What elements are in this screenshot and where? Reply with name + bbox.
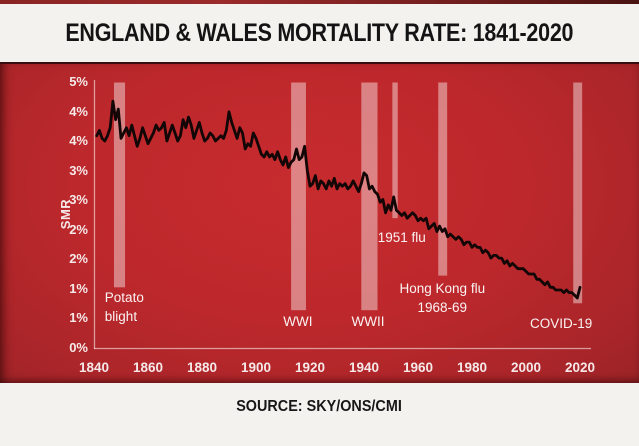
x-tick-label-1840: 1840 [78, 360, 110, 375]
y-tick-label-5: 2% [69, 221, 88, 237]
y-tick-label-0: 5% [69, 74, 88, 89]
mortality-line-chart [93, 80, 591, 350]
annotation-hong-kong-flu-line: Hong Kong flu [399, 281, 486, 297]
y-tick-label-8: 1% [69, 310, 88, 326]
annotation-covid-19-line: COVID-19 [529, 315, 593, 331]
y-axis-title: SMR [58, 198, 73, 230]
event-bands-layer [113, 82, 583, 311]
y-tick-label-1: 4% [69, 103, 88, 119]
band-hong-kong-flu [438, 82, 448, 276]
mortality-line [95, 99, 582, 300]
x-tick-label-2020: 2020 [564, 360, 596, 375]
x-tick-label-2000: 2000 [510, 360, 542, 375]
y-tick-label-6: 2% [69, 251, 88, 267]
x-tick-label-1900: 1900 [240, 360, 272, 375]
x-tick-label-1960: 1960 [402, 360, 434, 375]
top-accent-bar [0, 0, 639, 4]
band-covid-19 [573, 82, 583, 304]
y-tick-label-9: 0% [69, 340, 88, 355]
axes-layer [93, 80, 591, 350]
x-tick-label-1940: 1940 [348, 360, 380, 375]
annotation-potato-blight: Potato blight [105, 288, 144, 326]
annotation-flu-1951-line: 1951 flu [377, 230, 426, 246]
annotation-flu-1951: 1951 flu [378, 228, 426, 247]
annotation-wwii-line: WWII [351, 314, 385, 330]
chart-panel: 5% 4% 4% 3% 3% 2% 2% 1% 1% 0% SMR 1840 1860 1880 190… [0, 62, 639, 383]
annotation-hong-kong-flu: Hong Kong flu 1968-69 [400, 279, 486, 317]
annotation-wwii: WWII [352, 312, 385, 331]
band-potato-blight [113, 82, 126, 288]
band-wwii [361, 82, 378, 311]
annotation-covid-19: COVID-19 [530, 314, 592, 333]
source-row: SOURCE: SKY/ONS/CMI [0, 383, 639, 446]
x-tick-label-1860: 1860 [132, 360, 164, 375]
title-row: ENGLAND & WALES MORTALITY RATE: 1841-202… [0, 4, 639, 62]
y-tick-label-4: 3% [69, 192, 88, 208]
annotation-hong-kong-flu-line: 1968-69 [417, 300, 468, 316]
x-tick-label-1980: 1980 [456, 360, 488, 375]
annotation-wwi: WWI [283, 312, 312, 331]
band-flu-1951 [392, 82, 398, 219]
band-wwi [291, 82, 306, 311]
source-text: SOURCE: SKY/ONS/CMI [236, 398, 403, 415]
x-tick-label-1920: 1920 [294, 360, 326, 375]
y-tick-label-7: 1% [69, 280, 88, 296]
x-tick-label-1880: 1880 [186, 360, 218, 375]
y-tick-label-3: 3% [69, 162, 88, 178]
annotation-wwi-line: WWI [283, 314, 313, 330]
chart-title: ENGLAND & WALES MORTALITY RATE: 1841-202… [65, 18, 574, 47]
y-tick-label-2: 4% [69, 133, 88, 149]
annotation-potato-blight-line: Potato [104, 290, 144, 306]
annotation-potato-blight-line: blight [104, 309, 138, 325]
